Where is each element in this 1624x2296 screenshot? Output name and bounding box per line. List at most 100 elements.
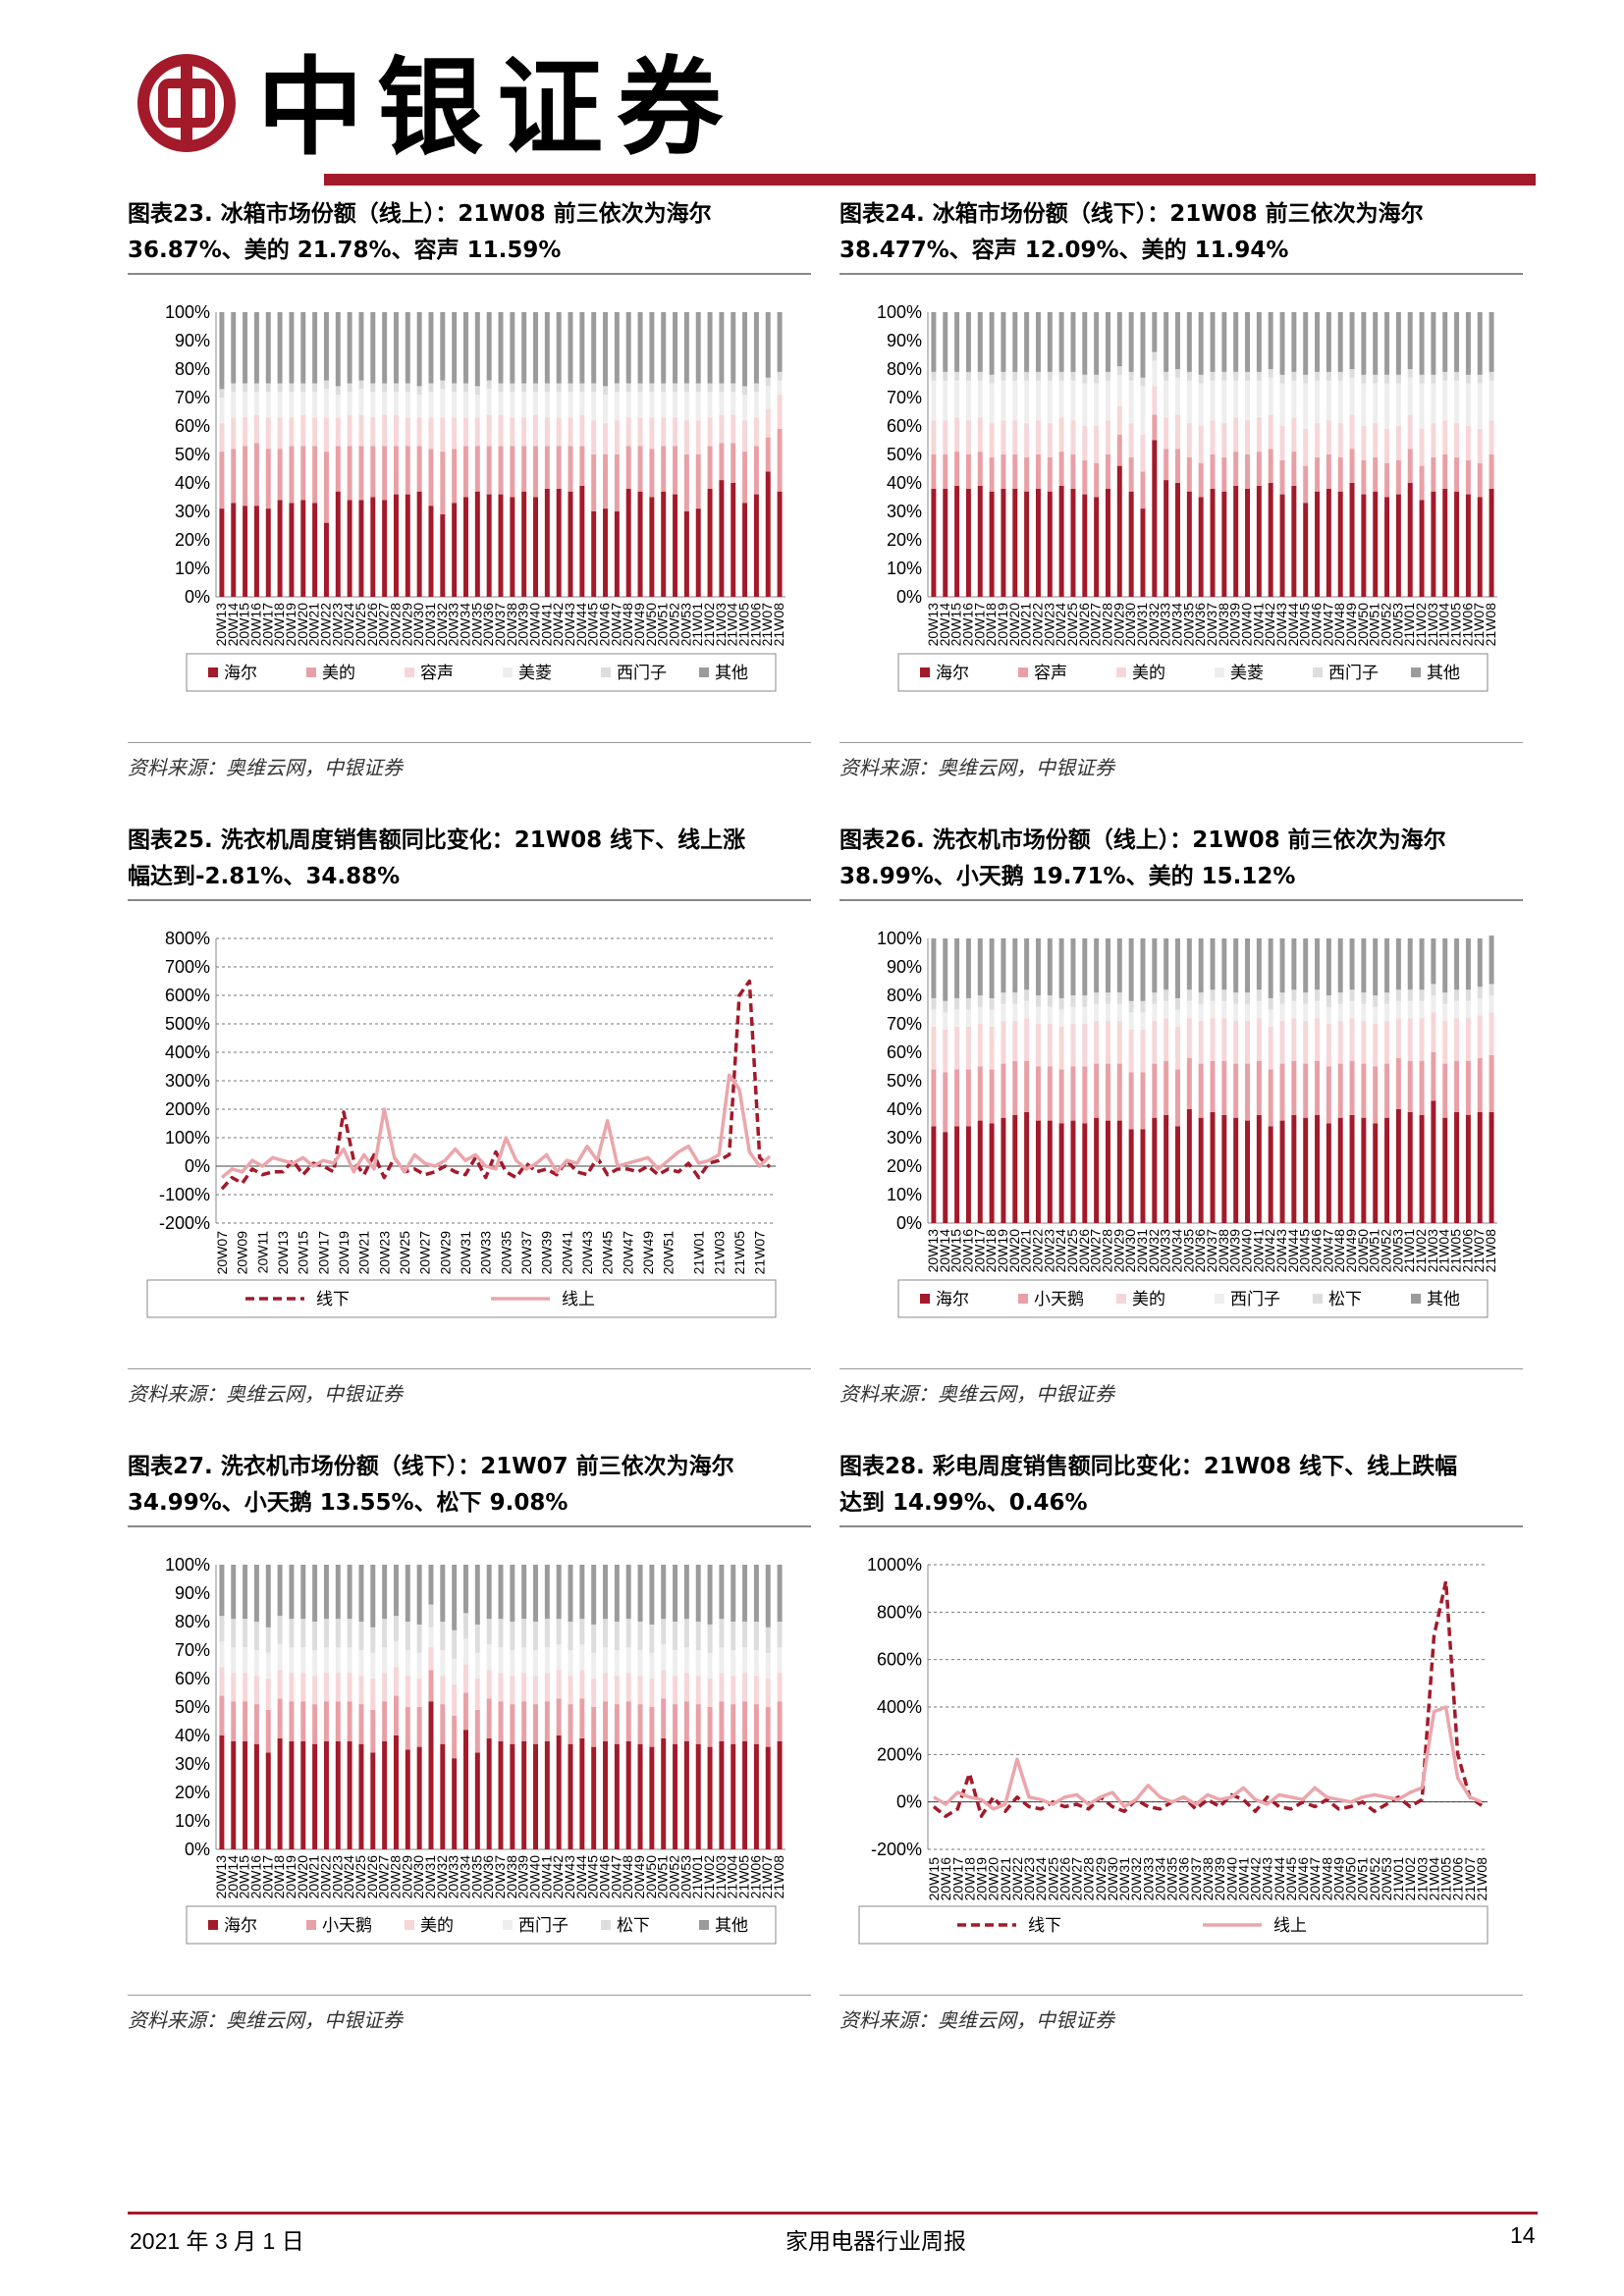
bar-segment (382, 414, 388, 447)
bar-segment (1395, 1018, 1401, 1058)
bar-stack (1431, 938, 1436, 1223)
legend-label: 线下 (1028, 1916, 1061, 1935)
bar-stack (1245, 312, 1250, 597)
title-line-2: 38.99%、小天鹅 19.71%、美的 15.12% (839, 864, 1296, 889)
bar-segment (1315, 1000, 1321, 1019)
x-tick-label: 20W23 (329, 1855, 345, 1899)
x-tick-label: 20W41 (559, 1231, 574, 1275)
bar-segment (1407, 1060, 1413, 1112)
bar-segment (1465, 1114, 1471, 1223)
bar-segment (943, 1029, 948, 1073)
bar-segment (765, 1627, 771, 1653)
y-tick-label: -200% (159, 1213, 210, 1233)
bar-segment (1164, 380, 1169, 418)
x-tick-label: 20W27 (376, 1855, 392, 1899)
bar-segment (777, 491, 783, 597)
bar-segment (1407, 483, 1413, 597)
bar-stack (1489, 935, 1494, 1223)
bar-stack (637, 312, 643, 597)
bar-segment (753, 392, 759, 418)
bar-segment (1140, 434, 1146, 472)
bar-segment (1186, 938, 1192, 990)
bar-segment (486, 312, 492, 381)
bar-segment (954, 371, 960, 381)
bar-segment (719, 1673, 725, 1702)
bar-segment (1058, 312, 1064, 372)
bar-segment (1256, 452, 1262, 486)
x-tick-label: 21W02 (701, 1855, 717, 1899)
source-rule (128, 1368, 811, 1369)
legend-label: 线上 (562, 1290, 595, 1308)
bar-segment (1035, 1066, 1041, 1121)
bar-segment (1384, 497, 1390, 597)
bar-segment (1128, 1072, 1134, 1130)
bar-segment (1094, 462, 1100, 498)
x-tick-label: 20W24 (1053, 603, 1068, 647)
bar-segment (428, 1647, 434, 1671)
bar-segment (1210, 312, 1216, 372)
bar-segment (405, 494, 410, 597)
bar-segment (1419, 1060, 1425, 1115)
bar-segment (370, 1652, 376, 1679)
bar-segment (428, 1670, 434, 1702)
bar-segment (1012, 938, 1018, 993)
bar-segment (614, 511, 620, 597)
y-tick-label: 10% (887, 1185, 922, 1204)
bar-segment (1116, 1021, 1122, 1064)
bar-segment (731, 483, 736, 597)
bar-segment (673, 312, 678, 384)
bar-segment (1221, 456, 1227, 492)
bar-segment (1349, 377, 1355, 415)
bar-segment (265, 1752, 271, 1849)
bar-segment (989, 1123, 995, 1223)
bar-segment (1337, 491, 1343, 597)
bar-segment (707, 488, 713, 597)
bar-segment (289, 1673, 295, 1702)
bar-segment (1337, 938, 1343, 993)
bar-segment (1489, 1054, 1494, 1112)
bar-segment (1035, 1006, 1041, 1024)
bar-segment (370, 1709, 376, 1753)
bar-segment (1152, 1021, 1158, 1064)
bar-segment (649, 1746, 655, 1849)
bar-segment (323, 417, 329, 453)
bar-segment (943, 938, 948, 1001)
bar-segment (591, 1652, 597, 1679)
bar-segment (393, 312, 399, 384)
bar-segment (219, 1667, 225, 1696)
bar-segment (731, 383, 736, 393)
bar-segment (1175, 369, 1180, 378)
bar-segment (614, 1676, 620, 1705)
x-tick-label: 20W49 (1343, 1229, 1359, 1273)
bar-segment (289, 383, 295, 393)
chart-fig25: -200% -100% 0% 100% 200% 300% 400% 500% 600% 700%… (128, 911, 811, 1364)
bar-segment (1070, 938, 1076, 995)
bar-segment (1058, 1009, 1064, 1027)
bar-segment (1105, 380, 1110, 421)
bar-segment (1245, 371, 1250, 381)
bar-segment (1268, 997, 1273, 1010)
bar-segment (1373, 374, 1379, 384)
bar-segment (661, 1619, 667, 1645)
x-tick-label: 20W28 (387, 603, 403, 647)
bar-segment (1024, 938, 1030, 990)
x-tick-label: 21W06 (747, 603, 763, 647)
bar-segment (1454, 380, 1460, 424)
bar-segment (1210, 420, 1216, 454)
bar-segment (219, 452, 225, 509)
bar-stack (603, 1565, 609, 1849)
bar-segment (1152, 360, 1158, 387)
bar-segment (416, 1624, 422, 1653)
bar-segment (498, 383, 504, 393)
bar-segment (1384, 374, 1390, 384)
bar-segment (1384, 1063, 1390, 1118)
bar-stack (428, 1565, 434, 1849)
x-tick-label: 21W05 (736, 603, 752, 647)
bar-segment (603, 454, 609, 509)
bar-segment (943, 488, 948, 597)
bar-segment (695, 1743, 701, 1849)
x-tick-label: 20W47 (620, 1231, 635, 1275)
x-tick-label: 20W11 (254, 1231, 270, 1274)
bar-segment (1268, 1026, 1273, 1070)
bar-segment (405, 312, 410, 384)
